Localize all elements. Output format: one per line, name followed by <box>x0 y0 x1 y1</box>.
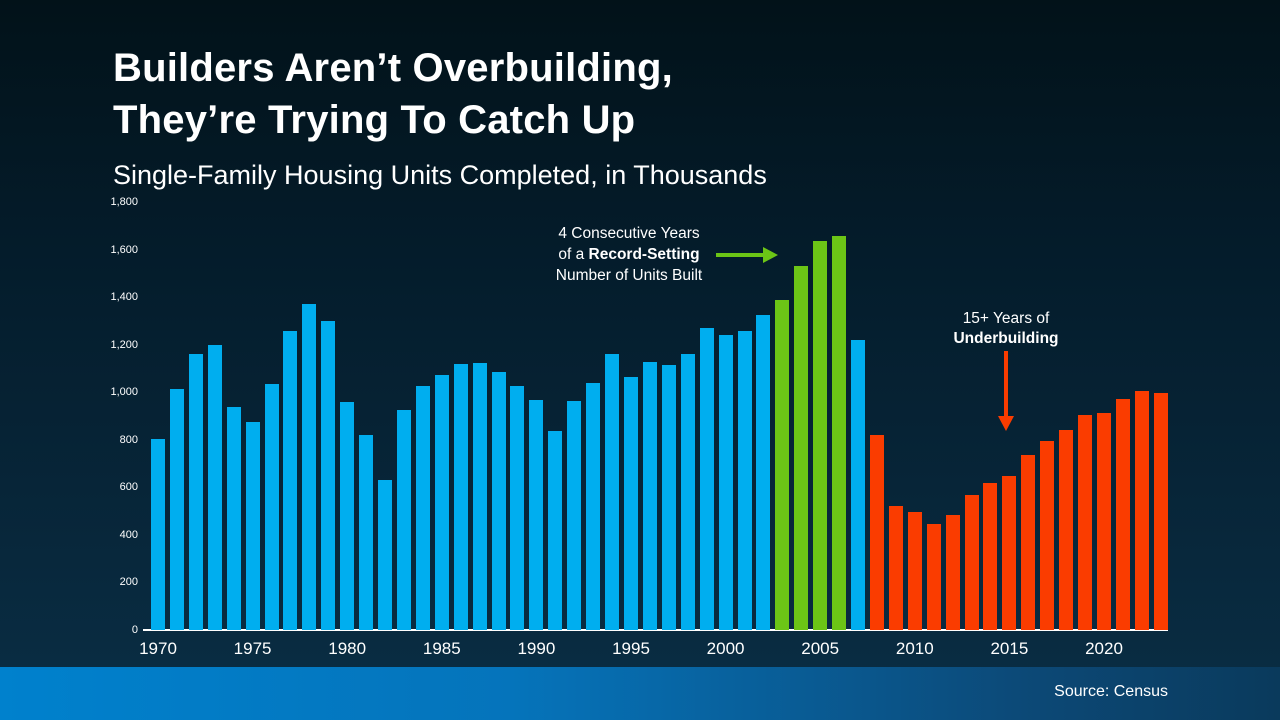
page-title: Builders Aren’t Overbuilding, They’re Tr… <box>113 42 767 146</box>
bar-1986 <box>453 363 468 630</box>
bar-2009 <box>888 506 903 630</box>
bar-1992 <box>567 400 582 630</box>
y-axis-label-400: 400 <box>119 528 138 541</box>
y-axis-label-200: 200 <box>119 576 138 589</box>
bar-1984 <box>415 386 430 630</box>
bar-1978 <box>302 304 317 630</box>
record-annotation-line2: of a Record-Setting <box>558 246 700 263</box>
bar-1972 <box>188 354 203 630</box>
bar-1990 <box>529 400 544 630</box>
bar-2004 <box>794 265 809 630</box>
bar-2005 <box>813 241 828 630</box>
bar-2010 <box>907 512 922 630</box>
bar-1970 <box>151 439 165 630</box>
page-title-line2: They’re Trying To Catch Up <box>113 98 636 142</box>
title-block: Builders Aren’t Overbuilding, They’re Tr… <box>113 42 767 191</box>
x-axis-label-1975: 1975 <box>233 639 272 658</box>
bar-2019 <box>1078 415 1093 630</box>
underbuilding-arrow-icon <box>998 416 1014 431</box>
x-axis-label-2020: 2020 <box>1085 639 1123 658</box>
y-axis-label-1000: 1,000 <box>110 386 138 399</box>
bar-1998 <box>680 354 695 630</box>
bar-1979 <box>321 320 336 630</box>
bar-1977 <box>283 330 298 630</box>
bar-1974 <box>226 406 241 630</box>
record-arrow-icon <box>763 247 778 263</box>
underbuilding-annotation: 15+ Years of Underbuilding <box>925 309 1087 349</box>
bar-1999 <box>699 328 714 630</box>
bar-1985 <box>434 375 449 630</box>
underbuilding-annotation-line2: Underbuilding <box>953 330 1059 347</box>
bar-1971 <box>169 388 184 630</box>
y-axis-label-600: 600 <box>119 481 138 494</box>
x-axis-label-1980: 1980 <box>328 639 367 658</box>
bar-2020 <box>1097 413 1111 630</box>
y-axis-label-1600: 1,600 <box>110 243 138 256</box>
bar-2003 <box>775 300 790 630</box>
bar-2008 <box>869 435 884 630</box>
y-axis: 0 200 400 600 800 1,000 1,200 1,400 1,600 1,800 <box>58 0 138 720</box>
bar-2007 <box>851 340 866 630</box>
x-axis-label-1995: 1995 <box>612 639 650 658</box>
bar-2013 <box>964 494 979 630</box>
y-axis-label-1400: 1,400 <box>110 291 138 304</box>
bar-2015 <box>1002 475 1017 630</box>
bar-2002 <box>756 314 771 630</box>
bar-2017 <box>1040 440 1055 630</box>
x-axis-label-1970: 1970 <box>139 639 177 658</box>
record-annotation-line3: Number of Units Built <box>555 267 703 284</box>
bar-1982 <box>378 479 393 630</box>
bar-2021 <box>1115 399 1130 630</box>
bar-2023 <box>1153 392 1168 630</box>
underbuilding-arrow-shaft <box>1004 351 1008 417</box>
housing-bar-chart: 1970 1975 1980 1985 1990 1995 2000 2005 2010 2015… <box>139 0 1173 720</box>
bar-1988 <box>491 372 506 630</box>
bar-1980 <box>340 402 355 630</box>
bar-1995 <box>624 376 638 630</box>
bar-1975 <box>245 421 260 630</box>
record-setting-annotation: 4 Consecutive Years of a Record-Setting … <box>540 223 718 286</box>
y-axis-label-1800: 1,800 <box>110 196 138 208</box>
source-credit: Source: Census <box>1054 683 1168 700</box>
chart-subtitle: Single-Family Housing Units Completed, i… <box>113 160 767 190</box>
bar-1993 <box>586 382 601 630</box>
page-title-line1: Builders Aren’t Overbuilding, <box>113 46 673 90</box>
x-axis-label-2010: 2010 <box>895 639 934 658</box>
y-axis-label-0: 0 <box>131 624 138 636</box>
record-arrow-shaft <box>716 253 765 257</box>
bar-1994 <box>605 354 620 630</box>
bar-1981 <box>359 435 374 630</box>
bar-1989 <box>510 386 525 630</box>
bar-1973 <box>207 345 222 630</box>
bar-2001 <box>737 331 752 630</box>
x-axis-label-2015: 2015 <box>990 639 1029 658</box>
underbuilding-annotation-line1: 15+ Years of <box>962 310 1050 327</box>
bar-2016 <box>1021 454 1036 630</box>
bar-2018 <box>1059 430 1074 630</box>
x-axis-label-1990: 1990 <box>517 639 556 658</box>
bar-2022 <box>1134 391 1149 630</box>
record-annotation-line1: 4 Consecutive Years <box>558 225 700 242</box>
footer-strip: Source: Census <box>0 667 1280 720</box>
bar-2006 <box>832 236 847 630</box>
bar-1976 <box>264 384 279 630</box>
bar-1991 <box>548 430 563 630</box>
bar-2012 <box>945 515 960 630</box>
bar-2000 <box>718 334 733 630</box>
bar-1997 <box>661 364 676 630</box>
x-axis-label-2005: 2005 <box>801 639 840 658</box>
y-axis-label-1200: 1,200 <box>110 338 138 351</box>
bar-1987 <box>472 362 487 630</box>
bar-2014 <box>983 482 998 630</box>
bar-1996 <box>642 361 657 630</box>
bar-2011 <box>926 523 941 630</box>
x-axis-label-1985: 1985 <box>422 639 461 658</box>
y-axis-label-800: 800 <box>119 433 138 446</box>
x-axis-label-2000: 2000 <box>706 639 745 658</box>
x-axis-line <box>143 629 1168 631</box>
bar-1983 <box>396 410 411 630</box>
